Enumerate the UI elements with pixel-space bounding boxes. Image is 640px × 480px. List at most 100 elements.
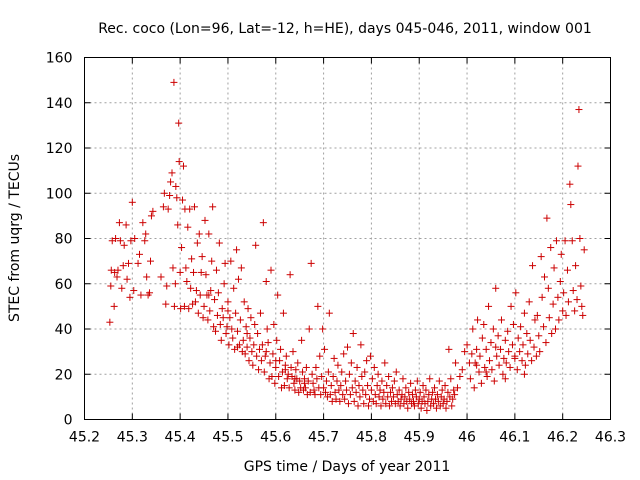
data-point — [320, 384, 328, 392]
data-point — [372, 400, 380, 408]
data-point — [402, 384, 410, 392]
data-point — [326, 391, 334, 399]
data-point — [149, 207, 157, 215]
y-tick-label: 140 — [46, 96, 73, 112]
data-point — [124, 259, 132, 267]
data-point — [337, 382, 345, 390]
data-point — [519, 341, 527, 349]
y-tick-label: 20 — [55, 367, 73, 383]
data-point — [211, 296, 219, 304]
data-point — [269, 350, 277, 358]
data-point — [438, 386, 446, 394]
data-point — [325, 309, 333, 317]
data-point — [250, 341, 258, 349]
data-point — [200, 302, 208, 310]
data-point — [113, 273, 121, 281]
y-tick-labels: 0 20 40 60 80 100 120 140 160 — [46, 51, 73, 429]
data-point — [322, 388, 330, 396]
data-point — [335, 386, 343, 394]
x-tick-label: 45.5 — [212, 430, 243, 446]
data-point — [489, 325, 497, 333]
data-point — [270, 320, 278, 328]
y-axis-label: STEC from uqrg / TECUs — [7, 154, 23, 322]
data-point — [254, 330, 262, 338]
data-point — [296, 377, 304, 385]
plot-frame — [84, 57, 611, 420]
data-point — [209, 203, 217, 211]
data-point — [344, 343, 351, 351]
data-point — [308, 370, 316, 378]
data-point — [550, 264, 558, 272]
data-point — [387, 397, 395, 405]
data-point — [199, 314, 207, 322]
data-point — [301, 384, 309, 392]
data-point — [469, 325, 477, 333]
data-point — [443, 397, 451, 405]
data-point — [285, 384, 293, 392]
data-point — [508, 341, 516, 349]
data-point — [247, 314, 255, 322]
data-point — [206, 307, 214, 315]
data-point — [234, 327, 242, 335]
data-point — [119, 262, 127, 270]
data-point — [114, 266, 122, 274]
data-point — [485, 302, 493, 310]
data-point — [162, 300, 170, 308]
data-point — [164, 205, 172, 213]
data-point — [306, 388, 314, 396]
data-point — [354, 402, 362, 410]
data-point — [295, 388, 303, 396]
data-point — [127, 237, 135, 245]
data-point — [282, 352, 290, 360]
data-point — [173, 194, 181, 202]
data-point — [560, 289, 568, 297]
x-tick-label: 45.7 — [308, 430, 339, 446]
data-point — [298, 336, 306, 344]
data-point — [548, 330, 556, 338]
data-point — [445, 345, 453, 353]
data-point — [258, 341, 266, 349]
data-point — [397, 395, 405, 403]
data-point — [353, 363, 361, 371]
data-point — [486, 357, 494, 365]
data-point — [538, 293, 546, 301]
data-point — [205, 291, 213, 299]
data-point — [263, 325, 271, 333]
data-point — [497, 345, 505, 353]
data-point — [179, 196, 187, 204]
data-point — [347, 359, 355, 367]
data-point — [324, 368, 332, 376]
data-point — [266, 359, 274, 367]
data-point — [175, 119, 183, 127]
data-point — [332, 395, 340, 403]
data-point — [431, 384, 439, 392]
data-point — [261, 352, 269, 360]
data-point — [128, 198, 136, 206]
data-point — [249, 361, 257, 369]
data-point — [366, 352, 374, 360]
data-point — [290, 379, 298, 387]
data-point — [506, 363, 514, 371]
data-point — [318, 373, 326, 381]
data-point — [260, 368, 268, 376]
x-tick-label: 45.2 — [69, 430, 100, 446]
data-point — [447, 375, 455, 383]
data-point — [191, 298, 199, 306]
data-point — [514, 334, 522, 342]
data-point — [432, 404, 440, 412]
data-point — [187, 284, 195, 292]
data-point — [466, 375, 474, 383]
data-point — [314, 302, 322, 310]
data-point — [194, 309, 202, 317]
data-point — [243, 330, 251, 338]
data-point — [392, 368, 400, 376]
data-point — [555, 316, 563, 324]
data-point — [228, 325, 236, 333]
data-point — [176, 268, 184, 276]
data-point — [307, 259, 315, 267]
data-point — [253, 352, 261, 360]
data-point — [116, 237, 124, 245]
data-point — [501, 336, 509, 344]
data-point — [210, 323, 218, 331]
data-point — [371, 391, 379, 399]
